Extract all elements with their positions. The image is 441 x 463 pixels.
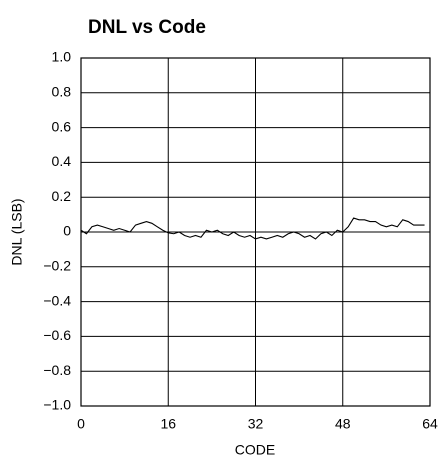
x-axis-label: CODE bbox=[235, 442, 275, 458]
y-tick-label: 0.6 bbox=[52, 118, 72, 134]
chart-title: DNL vs Code bbox=[88, 17, 206, 38]
y-tick-label: −0.6 bbox=[43, 327, 71, 343]
y-tick-label: 0.8 bbox=[52, 84, 72, 100]
x-tick-label: 16 bbox=[160, 416, 176, 432]
y-tick-label: −0.4 bbox=[43, 292, 71, 308]
y-tick-label: 0 bbox=[63, 223, 71, 239]
y-tick-label: 1.0 bbox=[52, 49, 72, 65]
data-line bbox=[80, 217, 425, 240]
x-tick-label: 64 bbox=[422, 416, 438, 432]
x-tick-label: 32 bbox=[248, 416, 264, 432]
y-tick-label: 0.2 bbox=[52, 188, 72, 204]
y-tick-label: 0.4 bbox=[52, 153, 72, 169]
plot-frame bbox=[80, 57, 431, 407]
x-tick-label: 48 bbox=[335, 416, 351, 432]
y-tick-label: −1.0 bbox=[43, 397, 71, 413]
y-tick-label: −0.2 bbox=[43, 258, 71, 274]
y-axis-label: DNL (LSB) bbox=[9, 198, 25, 265]
y-tick-label: −0.8 bbox=[43, 362, 71, 378]
x-tick-label: 0 bbox=[77, 416, 85, 432]
